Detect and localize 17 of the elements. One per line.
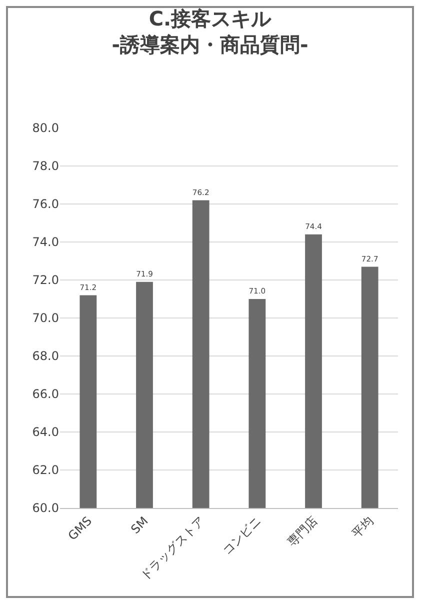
y-tick-label: 60.0 (32, 501, 59, 516)
chart-subtitle: -誘導案内・商品質問- (112, 32, 308, 57)
y-tick-label: 78.0 (32, 159, 59, 174)
y-tick-label: 64.0 (32, 425, 59, 440)
chart-title: C.接客スキル (148, 6, 272, 31)
x-tick-label: 専門店 (284, 514, 320, 550)
y-tick-label: 70.0 (32, 311, 59, 326)
y-tick-label: 72.0 (32, 273, 59, 288)
y-tick-label: 76.0 (32, 197, 59, 212)
y-tick-label: 62.0 (32, 463, 59, 478)
y-tick-label: 66.0 (32, 387, 59, 402)
x-tick-label: SM (128, 514, 151, 536)
y-tick-label: 68.0 (32, 349, 59, 364)
x-tick-label: 平均 (349, 514, 376, 541)
y-tick-label: 80.0 (32, 121, 59, 136)
y-tick-label: 74.0 (32, 235, 59, 250)
x-tick-label: コンビニ (220, 514, 264, 558)
